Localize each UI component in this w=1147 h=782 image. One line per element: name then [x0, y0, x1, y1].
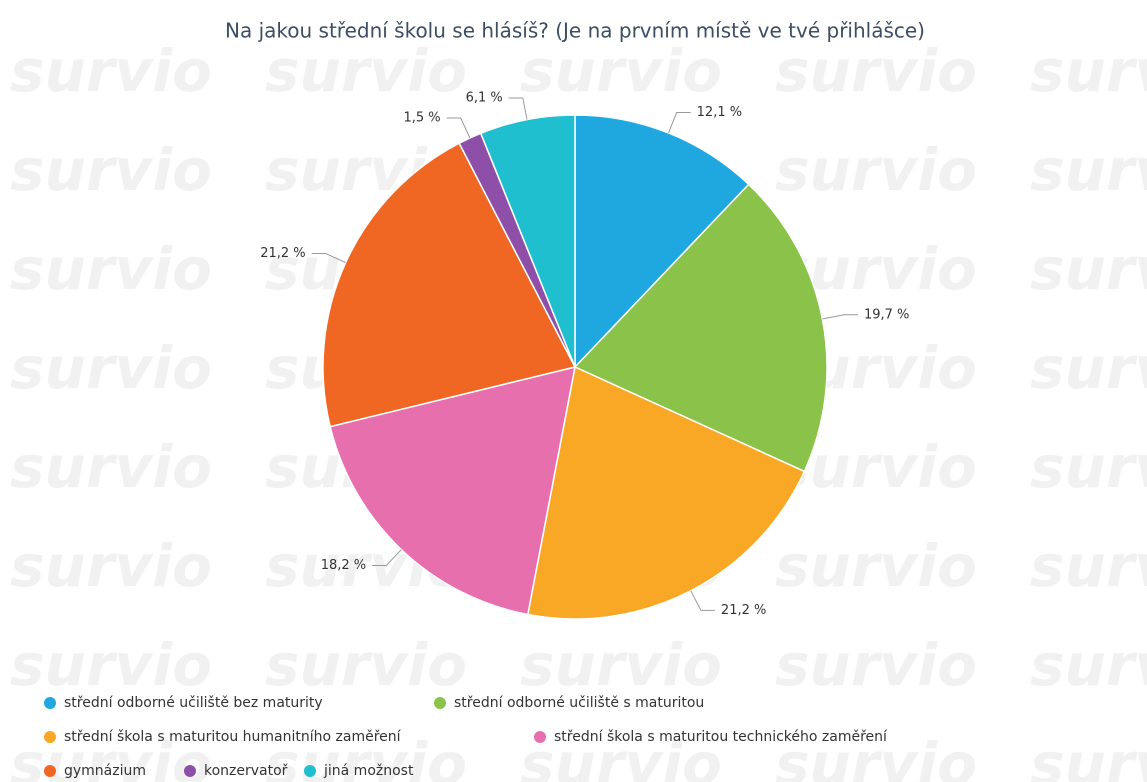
legend-label: střední odborné učiliště bez maturity — [64, 695, 323, 711]
legend-marker — [534, 731, 546, 743]
legend-marker — [434, 697, 446, 709]
watermark: survio — [10, 631, 212, 699]
watermark: survio — [1030, 334, 1147, 402]
watermark: survio — [775, 136, 977, 204]
data-label: 1,5 % — [404, 110, 441, 125]
watermark: survio — [775, 730, 977, 782]
watermark: survio — [10, 730, 212, 782]
watermark: survio — [1030, 730, 1147, 782]
legend-marker — [184, 765, 196, 777]
legend-label: jiná možnost — [323, 763, 414, 779]
leader-line — [311, 252, 346, 264]
watermark: survio — [265, 37, 467, 105]
watermark: survio — [1030, 433, 1147, 501]
legend-label: střední odborné učiliště s maturitou — [454, 695, 704, 711]
chart-title: Na jakou střední školu se hlásíš? (Je na… — [225, 19, 925, 43]
leader-line — [668, 112, 691, 134]
watermark: survio — [775, 631, 977, 699]
data-label: 21,2 % — [721, 603, 766, 618]
watermark: survio — [10, 334, 212, 402]
leader-line — [508, 97, 528, 120]
watermark: survio — [1030, 37, 1147, 105]
watermark: survio — [1030, 136, 1147, 204]
watermark: survio — [10, 37, 212, 105]
watermark: survio — [1030, 235, 1147, 303]
legend-marker — [44, 731, 56, 743]
watermark: survio — [265, 730, 467, 782]
watermark: survio — [520, 730, 722, 782]
watermark: survio — [10, 235, 212, 303]
pie-slice — [479, 114, 576, 368]
watermark: survio — [775, 37, 977, 105]
watermark: survio — [10, 532, 212, 600]
watermark: survio — [10, 136, 212, 204]
pie-slice — [329, 365, 576, 616]
leader-line — [446, 117, 471, 139]
watermark: survio — [775, 532, 977, 600]
watermark: survio — [1030, 532, 1147, 600]
pie-slice — [574, 114, 750, 369]
legend-label: konzervatoř — [204, 763, 288, 779]
legend-label: gymnázium — [64, 763, 146, 779]
legend-marker — [44, 765, 56, 777]
legend-label: střední škola s maturitou humanitního za… — [64, 729, 402, 745]
data-label: 19,7 % — [864, 307, 909, 322]
pie-slice — [322, 142, 577, 428]
legend-marker — [44, 697, 56, 709]
leader-line — [372, 549, 402, 567]
data-label: 21,2 % — [260, 246, 305, 261]
watermark: survio — [1030, 631, 1147, 699]
leader-line — [822, 314, 858, 320]
legend-marker — [304, 765, 316, 777]
legend-label: střední škola s maturitou technického za… — [554, 729, 888, 745]
data-label: 6,1 % — [466, 91, 503, 106]
watermark: survio — [265, 631, 467, 699]
watermark: survio — [520, 37, 722, 105]
data-label: 12,1 % — [697, 105, 742, 120]
watermark: survio — [10, 433, 212, 501]
watermark: survio — [520, 631, 722, 699]
leader-line — [690, 590, 715, 611]
data-label: 18,2 % — [321, 558, 366, 573]
